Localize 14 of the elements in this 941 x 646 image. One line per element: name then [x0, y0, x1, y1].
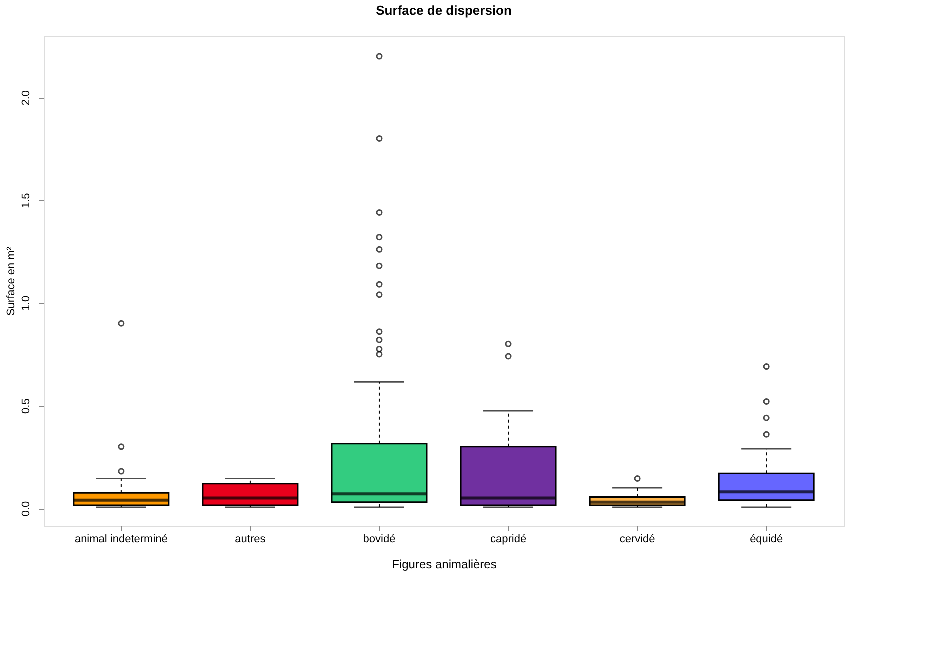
- y-tick-label: 1.5: [20, 193, 32, 209]
- y-tick-label: 0.0: [20, 501, 32, 517]
- x-tick-label: autres: [235, 534, 266, 546]
- y-axis-title: Surface en m²: [6, 246, 18, 316]
- x-tick-label: animal indeterminé: [74, 534, 168, 546]
- y-tick-label: 2.0: [20, 90, 32, 106]
- y-tick-label: 1.0: [20, 296, 32, 312]
- x-tick-label: cervidé: [620, 534, 656, 546]
- x-axis-title: Figures animalières: [392, 558, 497, 572]
- x-tick-label: équidé: [750, 534, 784, 546]
- x-tick-label: capridé: [490, 534, 527, 546]
- x-tick-label: bovidé: [363, 534, 396, 546]
- y-tick-label: 0.5: [20, 398, 32, 414]
- chart-title: Surface de dispersion: [376, 3, 512, 18]
